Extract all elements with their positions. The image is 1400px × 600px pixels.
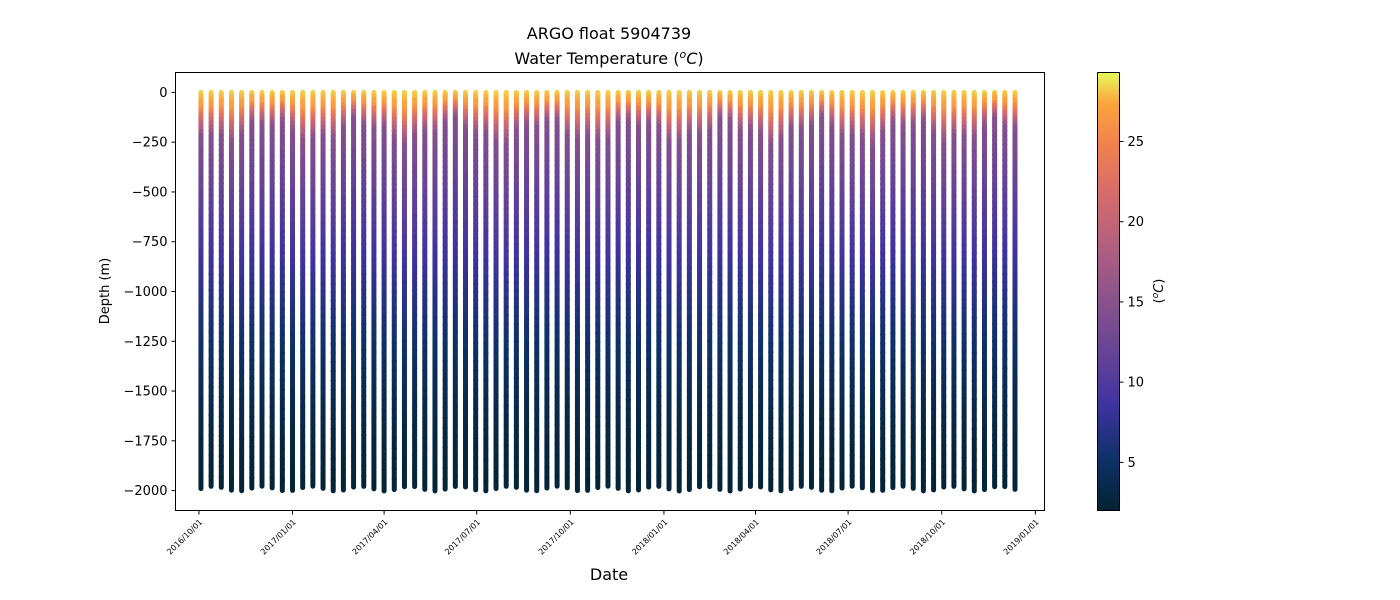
profile-points [198, 89, 1018, 494]
x-tick-label: 2017/01/01 [259, 518, 298, 557]
x-tick-label: 2018/10/01 [908, 518, 947, 557]
y-axis: 0 −250 −500 −750 −1000 −1250 −1500 −1750 −2000 [124, 86, 176, 499]
chart-title: ARGO float 5904739 [527, 24, 691, 43]
x-tick-label: 2017/04/01 [351, 518, 390, 557]
subtitle-prefix: Water Temperature ( [514, 49, 679, 68]
subtitle-suffix: ) [697, 49, 703, 68]
colorbar [1097, 72, 1120, 511]
x-tick-label: 2018/07/01 [815, 518, 854, 557]
y-tick-label: −500 [132, 185, 168, 200]
y-tick-label: 0 [159, 86, 167, 101]
x-tick-label: 2018/01/01 [630, 518, 669, 557]
x-tick-label: 2018/04/01 [722, 518, 761, 557]
subtitle-unit-main: C [686, 49, 698, 68]
x-tick-label: 2017/07/01 [443, 518, 482, 557]
x-tick-label: 2016/10/01 [165, 518, 204, 557]
y-tick-label: −1250 [124, 335, 168, 350]
colorbar-tick-label: 10 [1128, 376, 1145, 391]
y-tick-label: −1500 [124, 385, 168, 400]
y-tick-label: −2000 [124, 484, 168, 499]
subtitle-unit-sup: o [679, 48, 686, 61]
colorbar-tick-label: 15 [1128, 295, 1145, 310]
x-axis-label: Date [590, 565, 628, 584]
colorbar-tick-label: 5 [1128, 456, 1136, 471]
x-axis: 2016/10/01 2017/01/01 2017/04/01 2017/07/01… [165, 510, 1041, 557]
y-tick-label: −250 [132, 136, 168, 151]
x-tick-label: 2017/10/01 [537, 518, 576, 557]
y-tick-label: −1750 [124, 434, 168, 449]
y-tick-label: −750 [132, 235, 168, 250]
chart-subtitle: Water Temperature (oC) [514, 48, 703, 68]
y-axis-label: Depth (m) [98, 258, 113, 325]
x-tick-label: 2019/01/01 [1002, 518, 1041, 557]
y-tick-label: −1000 [124, 285, 168, 300]
